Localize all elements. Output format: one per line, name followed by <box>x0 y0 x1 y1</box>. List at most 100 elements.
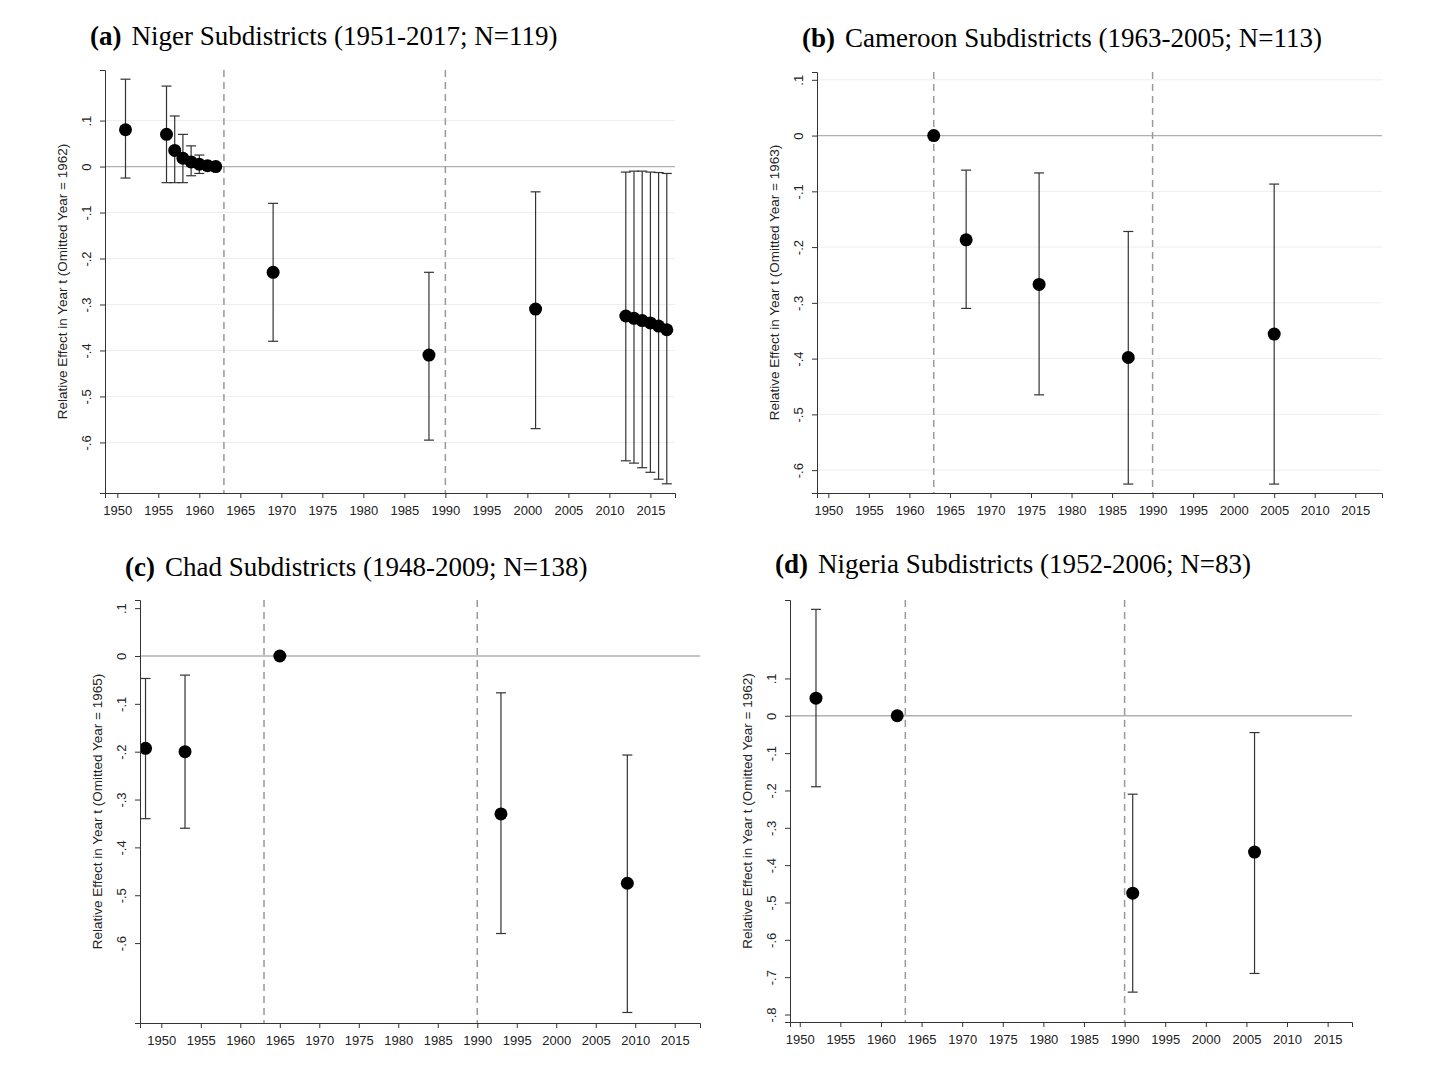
x-axis-line <box>818 494 1383 499</box>
y-tick-mark <box>812 80 817 81</box>
reference-line <box>445 70 447 493</box>
error-bar-cap <box>1128 794 1138 795</box>
point <box>273 649 286 662</box>
error-bar-cap <box>194 154 204 155</box>
x-tick-mark <box>1072 493 1073 498</box>
y-tick-mark <box>135 943 140 944</box>
y-tick-label: .1 <box>114 603 129 614</box>
x-tick: 1975 <box>989 1022 1018 1047</box>
panel-title-text: Nigeria Subdistricts (1952-2006; N=83) <box>818 549 1251 579</box>
x-tick-mark <box>1328 1022 1329 1027</box>
y-tick-label: 0 <box>79 163 94 170</box>
x-tick-label: 1990 <box>431 503 460 518</box>
point <box>1268 328 1281 341</box>
y-tick-label: -.1 <box>79 205 94 220</box>
x-tick: 1985 <box>390 493 419 518</box>
panel: (b)Cameroon Subdistricts (1963-2005; N=1… <box>767 23 1383 518</box>
y-tick-label: -.5 <box>114 888 129 903</box>
x-tick-label: 1985 <box>1070 1032 1099 1047</box>
y-tick-mark <box>812 470 817 471</box>
x-tick-label: 1980 <box>1029 1032 1058 1047</box>
x-tick-label: 1960 <box>185 503 214 518</box>
x-tick-mark <box>445 493 446 498</box>
x-tick-mark <box>1043 1022 1044 1027</box>
point <box>1126 887 1139 900</box>
x-tick-mark <box>158 493 159 498</box>
point <box>660 323 673 336</box>
x-axis: 1950195519601965197019751980198519901995… <box>141 1023 701 1048</box>
plot-area <box>105 70 675 493</box>
error-bar-cap <box>170 115 180 116</box>
error-bar-cap <box>811 609 821 610</box>
error-bar-cap <box>531 191 541 192</box>
x-tick-mark <box>527 493 528 498</box>
point <box>529 303 542 316</box>
x-tick-mark <box>1274 493 1275 498</box>
y-tick: 0 <box>79 163 105 170</box>
x-tick: 1990 <box>463 1023 492 1048</box>
y-tick-label: -.2 <box>764 783 779 798</box>
y-tick-label: .1 <box>764 674 779 685</box>
y-tick: .1 <box>79 116 105 127</box>
x-tick-mark <box>240 1023 241 1028</box>
figure: (a)Niger Subdistricts (1951-2017; N=119)… <box>0 0 1430 1066</box>
x-tick: 1985 <box>1098 493 1127 518</box>
error-bar-cap <box>268 341 278 342</box>
x-tick-label: 2010 <box>595 503 624 518</box>
y-tick-mark <box>785 977 790 978</box>
y-tick-mark <box>785 940 790 941</box>
x-tick-label: 1970 <box>305 1033 334 1048</box>
grid-line <box>105 442 675 443</box>
x-tick: 1970 <box>267 493 296 518</box>
x-tick: 2000 <box>513 493 542 518</box>
y-tick: -.1 <box>791 184 817 199</box>
x-tick-mark <box>1165 1022 1166 1027</box>
y-tick-label: -.3 <box>114 792 129 807</box>
y-axis: .10-.1-.2-.3-.4-.5-.6-.7-.8 <box>764 601 791 1023</box>
plot-area <box>140 600 700 1023</box>
x-tick: 1975 <box>1017 493 1046 518</box>
y-tick: -.3 <box>79 297 105 312</box>
y-tick-label: -.1 <box>114 697 129 712</box>
y-tick: -.7 <box>764 970 790 985</box>
x-tick: 1995 <box>1151 1022 1180 1047</box>
y-tick-label: -.2 <box>79 251 94 266</box>
y-tick: -.5 <box>764 895 790 910</box>
y-tick: -.4 <box>791 352 817 367</box>
x-tick-label: 2000 <box>542 1033 571 1048</box>
grid-line <box>105 212 675 213</box>
x-tick: 1995 <box>472 493 501 518</box>
reference-line <box>905 600 907 1022</box>
y-tick-mark <box>785 1015 790 1016</box>
y-tick-mark <box>100 167 105 168</box>
y-tick-label: -.4 <box>79 343 94 358</box>
x-tick: 1995 <box>1179 493 1208 518</box>
zero-line <box>790 715 1352 716</box>
y-tick-label: 0 <box>764 713 779 720</box>
x-tick-label: 1965 <box>226 503 255 518</box>
point <box>1248 846 1261 859</box>
grid-line <box>817 135 1382 136</box>
y-tick-label: -.6 <box>79 435 94 450</box>
x-tick-mark <box>1206 1022 1207 1027</box>
x-axis: 1950195519601965197019751980198519901995… <box>103 493 675 518</box>
x-tick-mark <box>117 493 118 498</box>
point <box>140 742 152 755</box>
x-tick-label: 2005 <box>554 503 583 518</box>
y-tick: -.3 <box>791 296 817 311</box>
y-tick: -.2 <box>764 783 790 798</box>
x-tick-mark <box>1112 493 1113 498</box>
x-tick-mark <box>1003 1022 1004 1027</box>
x-tick-label: 1955 <box>144 503 173 518</box>
error-bar-cap <box>186 175 196 176</box>
reference-line <box>263 600 265 1023</box>
x-tick: 1970 <box>305 1023 334 1048</box>
error-bar-cap <box>1123 231 1133 232</box>
x-tick-mark <box>438 1023 439 1028</box>
error-bar-cap <box>194 173 204 174</box>
error-bar-cap <box>180 828 190 829</box>
x-tick: 1955 <box>144 493 173 518</box>
x-tick-label: 1970 <box>977 503 1006 518</box>
y-tick-mark <box>812 247 817 248</box>
y-tick-mark <box>135 752 140 753</box>
